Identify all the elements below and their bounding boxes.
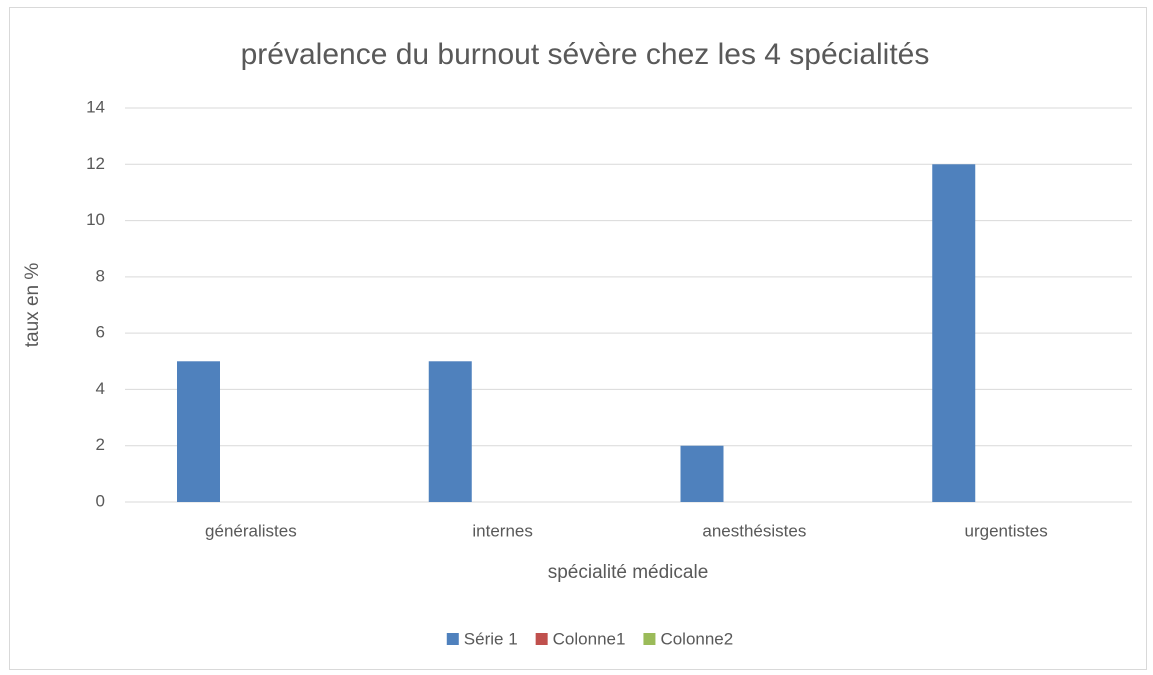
bar (932, 164, 976, 503)
x-tick-label: internes (472, 521, 532, 540)
x-tick-label: généralistes (205, 521, 297, 540)
y-tick-label: 4 (96, 379, 105, 398)
y-tick-label: 8 (96, 266, 105, 285)
bar (177, 361, 220, 502)
legend-label: Colonne2 (660, 629, 733, 648)
legend-swatch (535, 633, 548, 645)
bar (428, 361, 472, 502)
legend-swatch (446, 633, 459, 645)
y-axis-title: taux en % (22, 263, 43, 348)
x-tick-label: urgentistes (965, 521, 1048, 540)
y-tick-label: 12 (86, 154, 105, 173)
y-tick-label: 14 (86, 97, 105, 116)
x-axis-title: spécialité médicale (548, 562, 709, 583)
y-tick-label: 10 (86, 210, 105, 229)
y-tick-label: 0 (96, 491, 105, 510)
x-tick-label: anesthésistes (702, 521, 806, 540)
legend-swatch (643, 633, 656, 645)
y-tick-label: 6 (96, 323, 105, 342)
y-tick-label: 2 (96, 435, 105, 454)
legend-label: Série 1 (464, 629, 518, 648)
bar (680, 445, 724, 502)
chart-title: prévalence du burnout sévère chez les 4 … (241, 38, 930, 71)
legend-label: Colonne1 (553, 629, 626, 648)
